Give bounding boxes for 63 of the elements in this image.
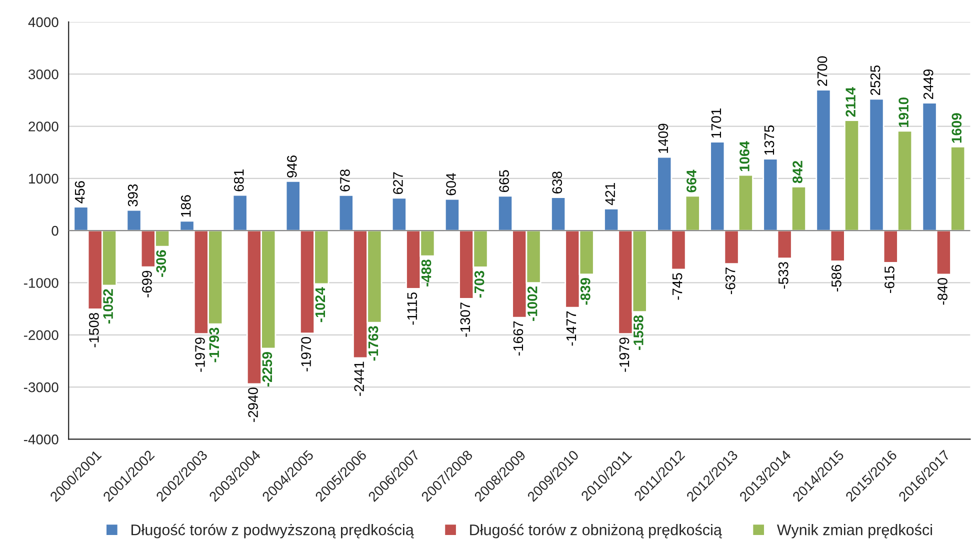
data-label: 393 — [128, 184, 138, 206]
y-tick-label: 1000 — [29, 174, 58, 184]
data-label: -699 — [142, 270, 152, 298]
data-label: -2259 — [262, 352, 272, 387]
data-label: -2441 — [354, 362, 364, 396]
y-tick-label: 2000 — [28, 122, 58, 132]
data-label: 456 — [74, 181, 85, 204]
data-label: 627 — [393, 172, 403, 194]
data-label: -745 — [672, 273, 682, 300]
data-label: 2700 — [817, 56, 828, 86]
data-label: 681 — [234, 169, 244, 192]
data-label: -839 — [580, 278, 590, 305]
data-label: 1409 — [658, 124, 668, 153]
data-label: 2114 — [846, 87, 856, 117]
data-label: 2525 — [870, 65, 880, 96]
legend-label: Wynik zmian prędkości — [776, 524, 932, 538]
data-label: -703 — [474, 270, 484, 298]
data-label: 842 — [792, 160, 802, 184]
data-label: 186 — [180, 195, 191, 217]
data-label: -1558 — [634, 315, 644, 350]
data-label: -1477 — [566, 311, 576, 346]
data-label: -1970 — [301, 336, 311, 372]
data-label: 665 — [499, 170, 509, 192]
data-label: 664 — [686, 170, 696, 192]
data-label: -1763 — [368, 326, 378, 361]
data-label: -533 — [778, 262, 788, 289]
legend-label: Długość torów z podwyższoną prędkością — [132, 524, 414, 538]
y-tick-label: -2000 — [24, 330, 58, 340]
y-tick-label: 0 — [52, 226, 58, 236]
data-label: -1667 — [513, 321, 524, 356]
data-label: 1910 — [898, 98, 909, 127]
data-label: -1024 — [315, 287, 326, 322]
data-label: -1307 — [460, 302, 470, 337]
y-tick-label: -3000 — [24, 382, 58, 392]
data-label: -586 — [832, 264, 842, 292]
data-label: -306 — [156, 250, 166, 277]
data-label: 1609 — [952, 113, 962, 143]
data-label: -1002 — [527, 286, 538, 321]
data-label: -637 — [725, 268, 736, 294]
data-label: -1052 — [103, 289, 113, 324]
legend-label: Długość torów z obniżoną prędkością — [470, 524, 722, 538]
data-label: -2940 — [248, 388, 258, 422]
data-label: 604 — [446, 173, 456, 196]
data-label: 2449 — [923, 69, 934, 100]
y-tick-label: 3000 — [28, 69, 58, 80]
data-label: -1508 — [89, 312, 99, 348]
y-tick-label: -4000 — [24, 434, 58, 444]
data-label: 946 — [287, 156, 297, 178]
data-label: -840 — [938, 278, 948, 305]
data-label: 678 — [340, 170, 350, 192]
data-label: 421 — [605, 183, 615, 206]
data-label: 1375 — [764, 125, 774, 155]
data-label: -1979 — [195, 338, 205, 372]
data-label: -1115 — [407, 292, 418, 325]
data-label: -615 — [884, 266, 894, 293]
data-label: 1701 — [711, 108, 722, 138]
data-label: 1064 — [740, 141, 750, 172]
data-label: -488 — [421, 260, 432, 286]
data-label: 638 — [552, 172, 562, 194]
data-label: -1793 — [209, 328, 220, 362]
y-tick-label: -1000 — [24, 278, 58, 288]
y-tick-label: 4000 — [28, 17, 58, 28]
data-label: -1979 — [619, 338, 630, 372]
